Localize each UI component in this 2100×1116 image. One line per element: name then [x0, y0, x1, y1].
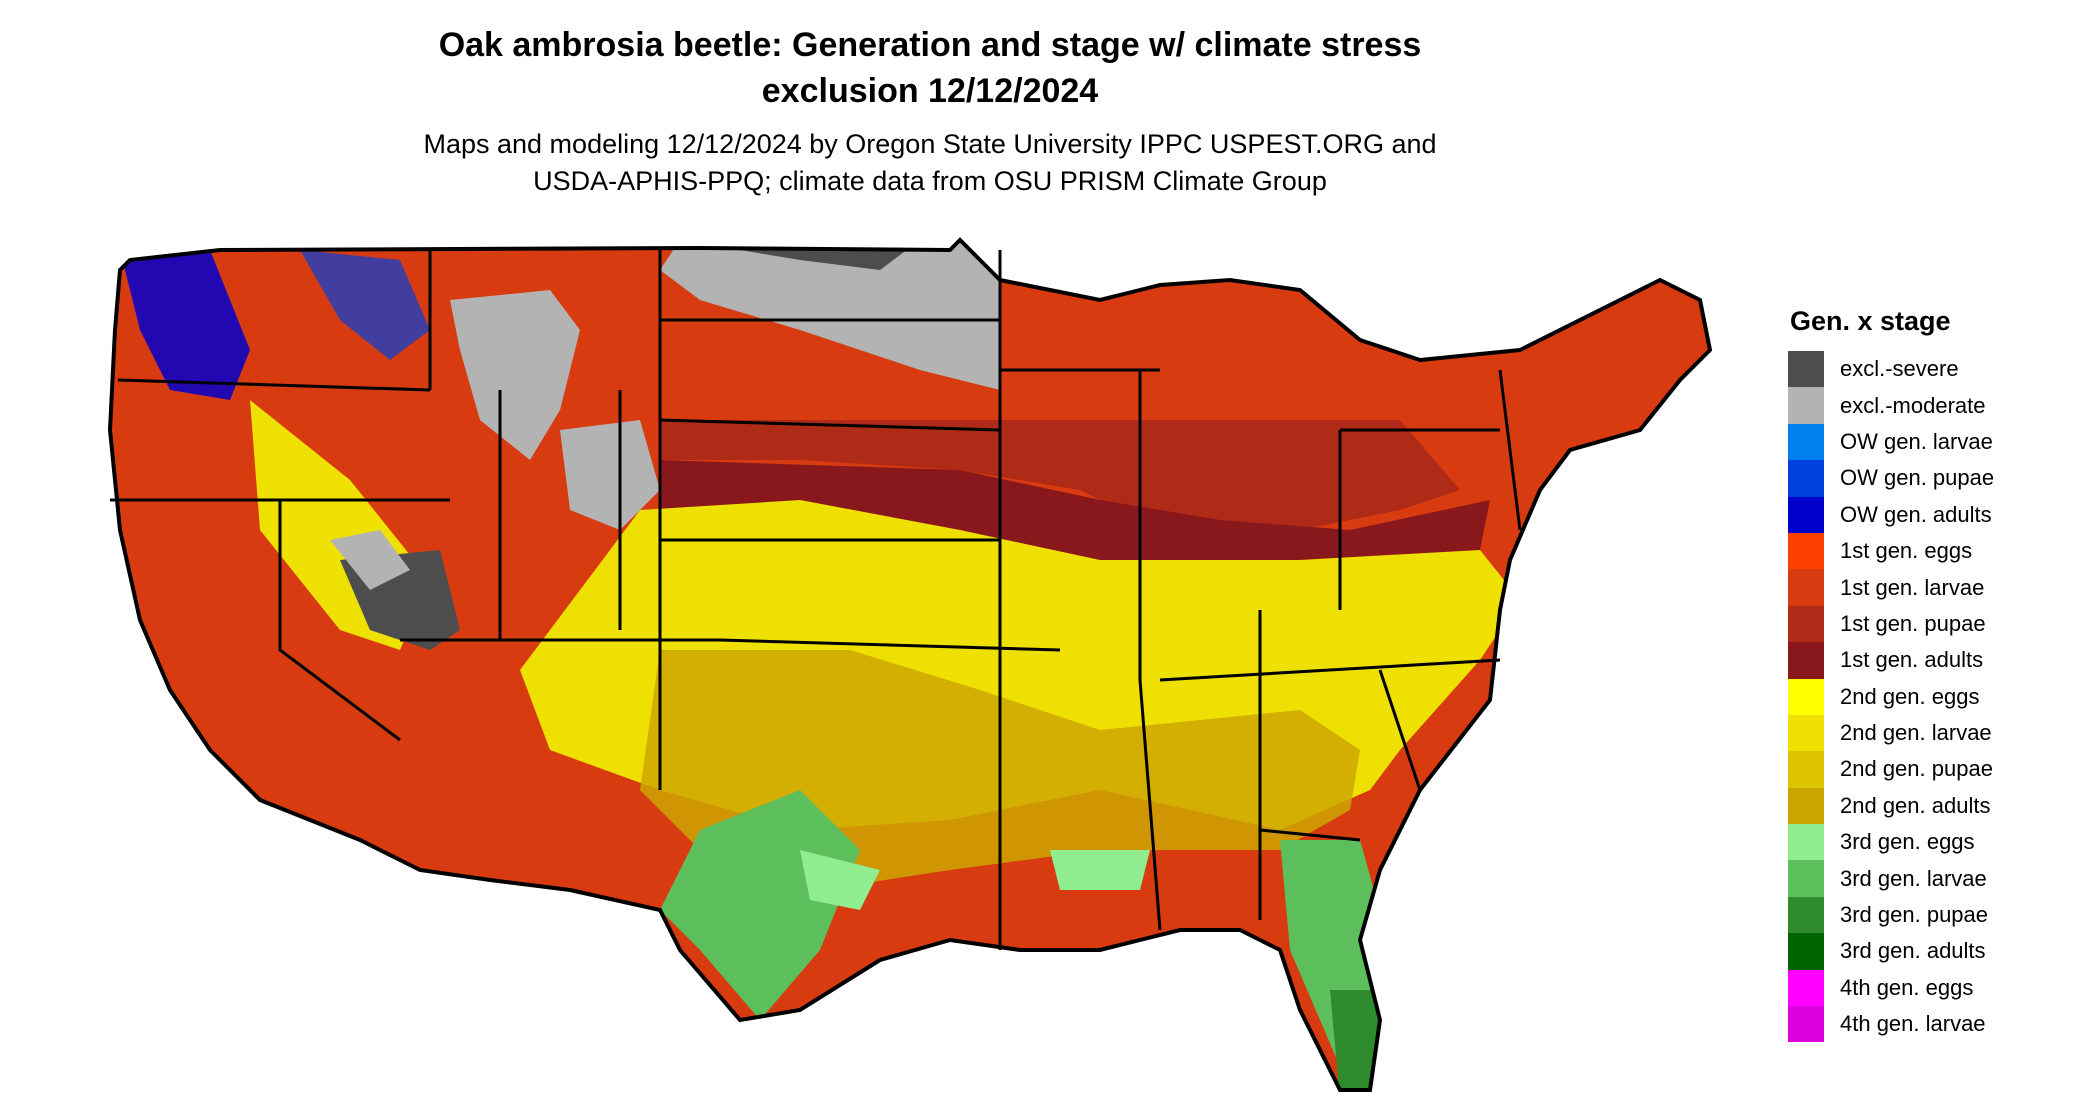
legend-item: excl.-severe	[1788, 351, 2078, 388]
legend-item: 3rd gen. pupae	[1788, 896, 2078, 934]
region-northern-rockies-ow-pupae	[300, 250, 430, 360]
region-northern-plains-excl-moderate	[660, 240, 1000, 390]
legend-swatch	[1788, 496, 1824, 533]
boundary-line	[1159, 658, 1501, 682]
legend-item: 1st gen. adults	[1788, 642, 2078, 679]
legend-title: Gen. x stage	[1790, 306, 1951, 336]
legend-label: OW gen. pupae	[1840, 465, 1995, 491]
legend-swatch	[1788, 532, 1824, 570]
legend-item: OW gen. larvae	[1788, 423, 2078, 461]
legend-label: 2nd gen. larvae	[1840, 720, 1992, 746]
legend-swatch	[1788, 896, 1824, 934]
legend-swatch	[1788, 933, 1824, 970]
legend: Gen. x stage excl.-severe excl.-moderate O…	[1788, 306, 2078, 1043]
legend-swatch	[1788, 351, 1824, 388]
legend-label: 1st gen. eggs	[1840, 538, 1973, 564]
region-cascades-ow-adults	[120, 250, 250, 400]
legend-item: 2nd gen. pupae	[1788, 751, 2078, 788]
legend-label: excl.-severe	[1840, 356, 1959, 382]
region-colorado-excl-moderate	[560, 420, 660, 530]
title-line-1: Oak ambrosia beetle: Generation and stag…	[438, 26, 1422, 64]
legend-swatch	[1788, 605, 1824, 643]
boundary-line	[659, 418, 1001, 432]
region-central-1st-gen-adults	[660, 460, 1490, 560]
legend-label: 2nd gen. pupae	[1840, 756, 1993, 782]
legend-label: excl.-moderate	[1840, 392, 1986, 418]
legend-label: 4th gen. eggs	[1840, 974, 1974, 1000]
legend-item: OW gen. pupae	[1788, 460, 2078, 497]
legend-item: 3rd gen. eggs	[1788, 824, 2078, 861]
legend-swatch	[1788, 569, 1824, 606]
boundary-line	[719, 638, 1061, 652]
legend-label: OW gen. adults	[1840, 501, 1992, 527]
boundary-line	[1138, 370, 1162, 931]
boundary-line	[117, 378, 431, 392]
legend-swatch	[1788, 714, 1824, 752]
state-boundaries	[110, 250, 1522, 950]
title-line-2: exclusion 12/12/2024	[761, 72, 1099, 110]
legend-item: OW gen. adults	[1788, 496, 2078, 533]
legend-item: 1st gen. larvae	[1788, 569, 2078, 606]
legend-swatch	[1788, 824, 1824, 861]
legend-item: 1st gen. pupae	[1788, 605, 2078, 643]
legend-label: 2nd gen. eggs	[1840, 683, 1980, 709]
boundary-line	[278, 500, 401, 742]
boundary-line	[1378, 669, 1422, 791]
legend-item: 3rd gen. larvae	[1788, 860, 2078, 897]
legend-label: 2nd gen. adults	[1840, 792, 1991, 818]
legend-label: 1st gen. pupae	[1840, 610, 1986, 636]
legend-swatch	[1788, 751, 1824, 788]
region-mojave-excl-moderate	[330, 530, 410, 590]
legend-item: 2nd gen. eggs	[1788, 678, 2078, 715]
map-subtitle: Maps and modeling 12/12/2024 by Oregon S…	[0, 126, 1860, 200]
legend-swatch	[1788, 860, 1824, 897]
legend-item: 4th gen. larvae	[1788, 1006, 2078, 1043]
legend-swatch	[1788, 460, 1824, 497]
legend-swatch	[1788, 969, 1824, 1007]
legend-swatch	[1788, 678, 1824, 715]
legend-swatch	[1788, 787, 1824, 825]
region-south-florida-3rd-gen-pupae	[1330, 990, 1390, 1090]
legend-label: OW gen. larvae	[1840, 428, 1993, 454]
legend-item: 4th gen. eggs	[1788, 969, 2078, 1007]
legend-swatch	[1788, 387, 1824, 424]
legend-item: 3rd gen. adults	[1788, 933, 2078, 970]
boundary-line	[1498, 369, 1522, 531]
boundary-line	[1259, 828, 1361, 842]
us-outline	[107, 237, 1713, 1092]
legend-label: 3rd gen. eggs	[1840, 829, 1975, 855]
subtitle-line-2: USDA-APHIS-PPQ; climate data from OSU PR…	[533, 166, 1327, 196]
legend-label: 3rd gen. adults	[1840, 938, 1986, 964]
legend-label: 4th gen. larvae	[1840, 1011, 1986, 1037]
legend-label: 1st gen. adults	[1840, 647, 1984, 673]
map-title: Oak ambrosia beetle: Generation and stag…	[0, 22, 1860, 114]
legend-item: 2nd gen. larvae	[1788, 714, 2078, 752]
legend-items: excl.-severe excl.-moderate OW gen. larvae…	[1788, 351, 2078, 1043]
legend-item: excl.-moderate	[1788, 387, 2078, 424]
us-map	[107, 237, 1713, 1092]
region-coastal-3rd-gen-eggs	[800, 850, 880, 910]
legend-swatch	[1788, 1006, 1824, 1043]
legend-swatch	[1788, 642, 1824, 679]
region-midwest-1st-gen-pupae	[660, 420, 1460, 540]
map-fill-regions	[110, 240, 1710, 1090]
legend-swatch	[1788, 423, 1824, 461]
subtitle-line-1: Maps and modeling 12/12/2024 by Oregon S…	[423, 129, 1437, 159]
legend-item: 1st gen. eggs	[1788, 532, 2078, 570]
legend-item: 2nd gen. adults	[1788, 787, 2078, 825]
region-louisiana-coast-3rd-gen-eggs	[1050, 850, 1150, 890]
legend-label: 1st gen. larvae	[1840, 574, 1985, 600]
region-rockies-excl-moderate	[450, 290, 580, 460]
region-south-texas-3rd-gen-larvae	[660, 790, 860, 1020]
legend-label: 3rd gen. pupae	[1840, 902, 1989, 928]
legend-label: 3rd gen. larvae	[1840, 865, 1987, 891]
